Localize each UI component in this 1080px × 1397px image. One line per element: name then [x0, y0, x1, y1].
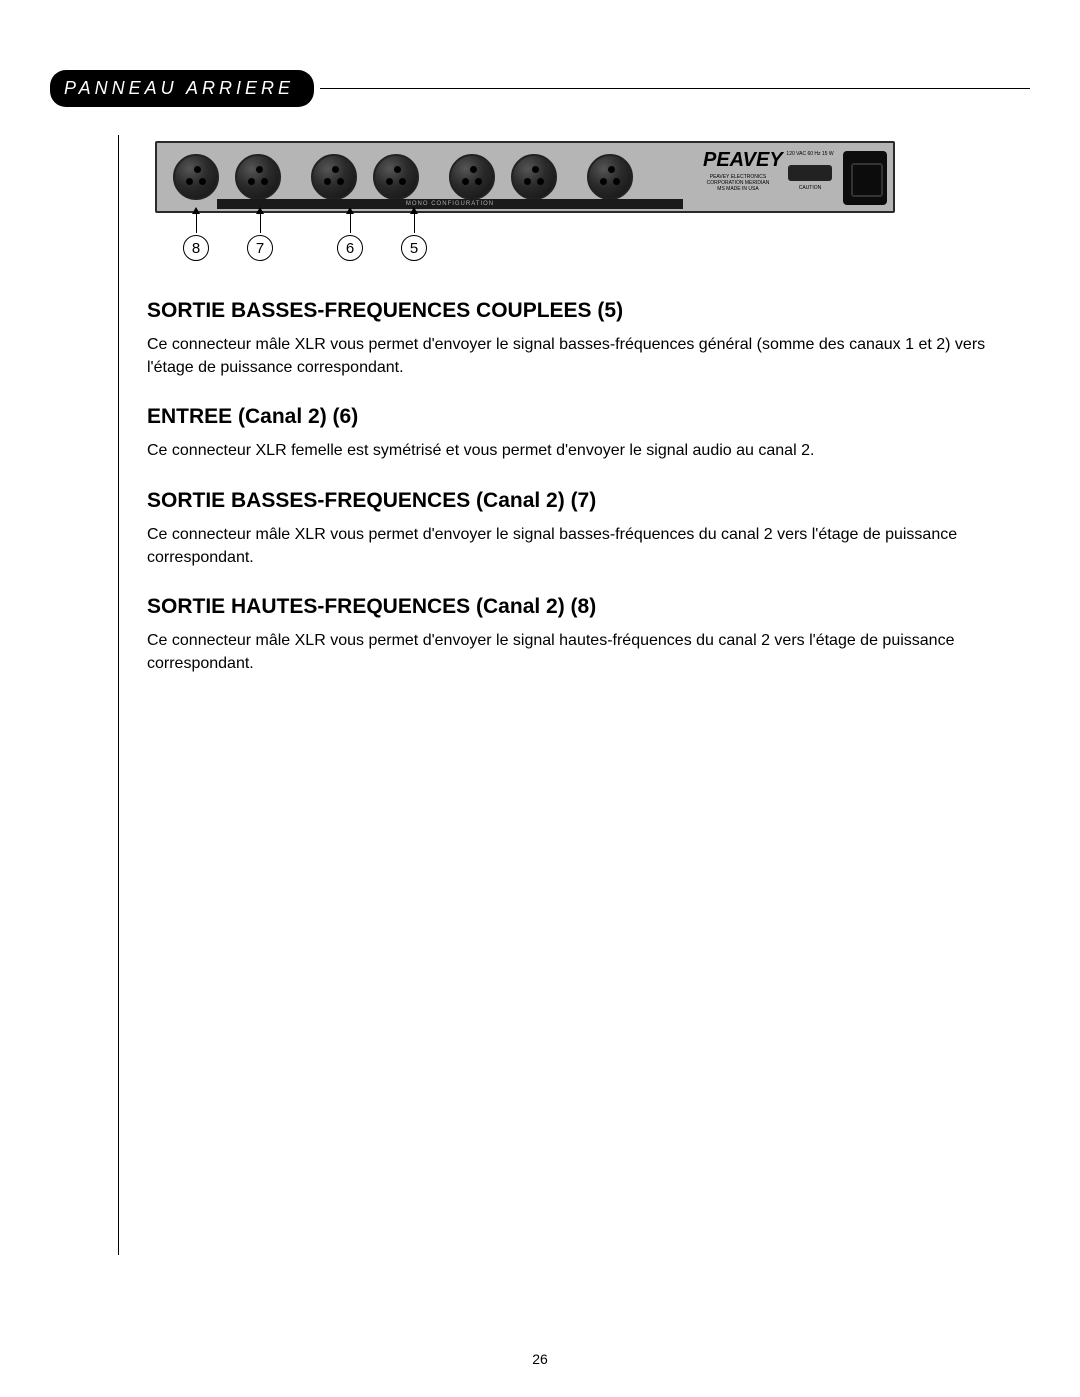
panel-strip-label: MONO CONFIGURATION: [217, 199, 683, 209]
voltage-switch-block: 120 VAC 60 Hz 15 W CAUTION: [783, 151, 837, 205]
arrow-up-icon: [260, 213, 261, 233]
xlr-connector-ch1-b: [511, 154, 557, 200]
callout-number: 8: [183, 235, 209, 261]
callout-5: 5: [401, 213, 427, 261]
section-heading: ENTREE (Canal 2) (6): [147, 405, 1010, 429]
callout-6: 6: [337, 213, 363, 261]
brand-logo-text: PEAVEY: [703, 149, 773, 172]
content-column: MONO CONFIGURATION PEAVEY PEAVEY ELECTRO…: [147, 135, 1030, 1255]
section-body: Ce connecteur mâle XLR vous permet d'env…: [147, 523, 1010, 569]
callout-7: 7: [247, 213, 273, 261]
section-8: SORTIE HAUTES-FREQUENCES (Canal 2) (8) C…: [147, 595, 1010, 675]
rear-panel: MONO CONFIGURATION PEAVEY PEAVEY ELECTRO…: [155, 141, 895, 213]
arrow-up-icon: [414, 213, 415, 233]
xlr-connector-5: [373, 154, 419, 200]
section-body: Ce connecteur mâle XLR vous permet d'env…: [147, 629, 1010, 675]
section-6: ENTREE (Canal 2) (6) Ce connecteur XLR f…: [147, 405, 1010, 462]
arrow-up-icon: [350, 213, 351, 233]
callout-number: 6: [337, 235, 363, 261]
header-row: PANNEAU ARRIERE: [50, 70, 1030, 107]
brand-logo-block: PEAVEY PEAVEY ELECTRONICS CORPORATION ME…: [703, 149, 773, 207]
section-heading: SORTIE BASSES-FREQUENCES (Canal 2) (7): [147, 489, 1010, 513]
callout-number: 7: [247, 235, 273, 261]
xlr-connector-6: [311, 154, 357, 200]
callout-row: 8 7 6 5: [163, 213, 903, 273]
section-body: Ce connecteur mâle XLR vous permet d'env…: [147, 333, 1010, 379]
xlr-connector-7: [235, 154, 281, 200]
voltage-label-top: 120 VAC 60 Hz 15 W: [783, 151, 837, 157]
callout-8: 8: [183, 213, 209, 261]
callout-number: 5: [401, 235, 427, 261]
section-heading: SORTIE HAUTES-FREQUENCES (Canal 2) (8): [147, 595, 1010, 619]
vertical-rule: [118, 135, 119, 1255]
arrow-up-icon: [196, 213, 197, 233]
xlr-connector-8: [173, 154, 219, 200]
section-7: SORTIE BASSES-FREQUENCES (Canal 2) (7) C…: [147, 489, 1010, 569]
xlr-connector-ch1-a: [449, 154, 495, 200]
rear-panel-figure: MONO CONFIGURATION PEAVEY PEAVEY ELECTRO…: [155, 141, 1010, 273]
brand-fine-print: PEAVEY ELECTRONICS CORPORATION MERIDIAN …: [703, 174, 773, 192]
section-heading: SORTIE BASSES-FREQUENCES COUPLEES (5): [147, 299, 1010, 323]
xlr-connector-ch1-c: [587, 154, 633, 200]
content-row: MONO CONFIGURATION PEAVEY PEAVEY ELECTRO…: [50, 135, 1030, 1255]
voltage-switch: [788, 165, 832, 181]
section-title-pill: PANNEAU ARRIERE: [50, 70, 314, 107]
section-5: SORTIE BASSES-FREQUENCES COUPLEES (5) Ce…: [147, 299, 1010, 379]
horizontal-rule: [320, 88, 1030, 89]
power-inlet-icon: [843, 151, 887, 205]
voltage-label-bottom: CAUTION: [783, 185, 837, 191]
page: PANNEAU ARRIERE MONO CONFIGURATION: [50, 70, 1030, 1255]
section-body: Ce connecteur XLR femelle est symétrisé …: [147, 439, 1010, 462]
page-number: 26: [0, 1351, 1080, 1367]
